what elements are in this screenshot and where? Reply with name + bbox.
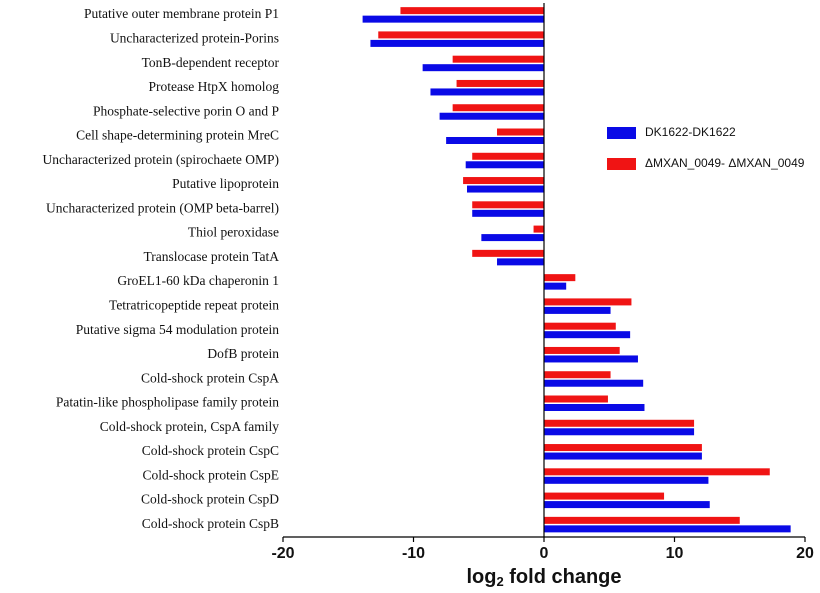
bar xyxy=(544,274,576,282)
bar xyxy=(446,137,544,144)
legend-swatch xyxy=(607,127,636,139)
y-tick-label: GroEL1-60 kDa chaperonin 1 xyxy=(117,273,279,288)
x-axis-label: log2 fold change xyxy=(466,566,621,589)
x-tick-label: -20 xyxy=(271,545,294,562)
bar xyxy=(544,419,695,427)
bar xyxy=(452,55,544,63)
y-tick-label: Thiol peroxidase xyxy=(188,225,279,240)
bar xyxy=(544,322,616,330)
bar xyxy=(544,428,695,436)
bar xyxy=(481,234,544,242)
bar xyxy=(497,258,544,266)
bar xyxy=(400,7,544,15)
bar xyxy=(544,525,791,533)
bar xyxy=(544,298,632,306)
bar xyxy=(370,39,544,47)
bar xyxy=(362,15,544,23)
bar xyxy=(378,31,544,39)
y-tick-label: Cold-shock protein CspB xyxy=(142,516,279,531)
legend-label: DK1622-DK1622 xyxy=(645,125,736,139)
bar xyxy=(544,516,740,524)
y-tick-label: Translocase protein TatA xyxy=(143,249,279,264)
y-tick-label: Cold-shock protein CspA xyxy=(141,370,279,385)
y-tick-label: DofB protein xyxy=(207,346,279,361)
x-tick-label: 0 xyxy=(540,545,549,562)
y-tick-label: Protease HtpX homolog xyxy=(149,79,280,94)
bar xyxy=(544,492,665,500)
x-label-main: log xyxy=(466,566,496,588)
bar xyxy=(463,177,544,185)
y-tick-label: Putative lipoprotein xyxy=(172,176,279,191)
bar xyxy=(544,346,620,354)
bar xyxy=(544,379,644,387)
y-tick-label: Uncharacterized protein (spirochaete OMP… xyxy=(42,152,279,167)
y-tick-label: Uncharacterized protein-Porins xyxy=(110,31,279,46)
y-tick-label: Cold-shock protein CspE xyxy=(143,467,280,482)
bar xyxy=(422,64,544,72)
y-tick-label: Cold-shock protein, CspA family xyxy=(100,419,279,434)
bar xyxy=(544,476,709,484)
bar xyxy=(465,161,544,169)
bar xyxy=(467,185,544,193)
bar xyxy=(544,306,611,314)
bar xyxy=(472,201,544,209)
bar xyxy=(544,452,702,460)
y-tick-label: Uncharacterized protein (OMP beta-barrel… xyxy=(46,200,279,215)
bar xyxy=(544,282,567,290)
bar xyxy=(452,104,544,112)
bar xyxy=(544,468,770,476)
x-label-rest: fold change xyxy=(504,566,622,588)
legend-swatch xyxy=(607,158,636,170)
bar xyxy=(472,152,544,160)
y-tick-label: Putative outer membrane protein P1 xyxy=(84,6,279,21)
x-tick-label: 20 xyxy=(796,545,814,562)
bar xyxy=(456,79,544,87)
y-tick-label: Putative sigma 54 modulation protein xyxy=(76,322,279,337)
y-tick-label: Cold-shock protein CspD xyxy=(141,492,279,507)
bar xyxy=(544,404,645,411)
bar xyxy=(544,501,710,509)
bar xyxy=(544,355,638,363)
bar xyxy=(544,444,702,452)
bar xyxy=(472,249,544,257)
bar xyxy=(544,371,611,379)
y-tick-label: Cell shape-determining protein MreC xyxy=(76,128,279,143)
y-tick-label: Tetratricopeptide repeat protein xyxy=(109,298,279,313)
bar xyxy=(430,88,544,96)
x-label-sub: 2 xyxy=(496,574,503,589)
bar xyxy=(472,209,544,217)
bar xyxy=(497,128,544,136)
y-tick-label: TonB-dependent receptor xyxy=(142,55,280,70)
y-tick-label: Phosphate-selective porin O and P xyxy=(93,103,279,118)
y-tick-label: Cold-shock protein CspC xyxy=(142,443,279,458)
bar xyxy=(439,112,544,120)
bar xyxy=(544,395,608,403)
bar xyxy=(544,331,631,339)
bar xyxy=(533,225,544,233)
y-tick-label: Patatin-like phospholipase family protei… xyxy=(56,395,279,410)
x-tick-label: 10 xyxy=(666,545,684,562)
legend-label: ΔMXAN_0049- ΔMXAN_0049 xyxy=(645,156,805,170)
x-tick-label: -10 xyxy=(402,545,425,562)
